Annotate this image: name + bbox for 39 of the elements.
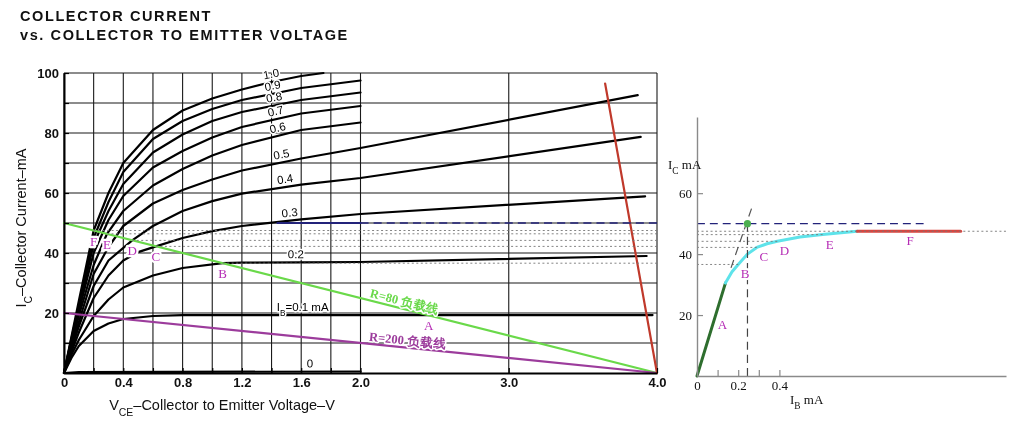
x-tick-label: 0.4 — [114, 375, 134, 391]
x-tick-label: 1.2 — [233, 375, 252, 391]
text: R=80 负载线 — [368, 286, 441, 318]
chart-title: COLLECTOR CURRENT — [20, 8, 213, 24]
annotation: E — [825, 236, 834, 252]
text: 0.6 — [268, 119, 287, 136]
x-axis-title: I$_{B}$ mA — [790, 392, 824, 411]
y-tick-label: 40 — [679, 246, 692, 262]
x-tick-label: 3.0 — [500, 375, 519, 391]
y-tick-label: 60 — [679, 185, 692, 201]
x-tick-label: 0.2 — [730, 378, 747, 394]
text: 0.3 — [281, 205, 299, 220]
y-tick-label: 100 — [37, 65, 59, 81]
annotation: B — [218, 266, 228, 282]
annotation: D — [127, 243, 137, 259]
annotation: B — [740, 266, 750, 282]
text: 0.4 — [276, 171, 295, 187]
text: 0.7 — [266, 103, 285, 119]
x-axis-title: V$_{CE}$–Collector to Emitter Voltage–V — [109, 397, 336, 418]
x-tick-label: 0.4 — [771, 378, 789, 394]
y-tick-label: 40 — [44, 245, 59, 261]
annotation: C — [759, 249, 769, 265]
annotation: D — [779, 243, 790, 259]
x-tick-label: 0 — [60, 375, 69, 391]
x-tick-label: 1.6 — [292, 375, 311, 391]
annotation: F — [906, 233, 914, 249]
x-tick-label: 0.8 — [174, 375, 193, 391]
y-axis-title: I$_{C}$ mA — [668, 157, 702, 176]
y-tick-label: 60 — [44, 185, 59, 201]
legend-label: 0 — [306, 357, 314, 370]
y-tick-label: 20 — [679, 307, 692, 323]
chart-subtitle: vs. COLLECTOR TO EMITTER VOLTAGE — [20, 27, 349, 43]
x-tick-label: 4.0 — [648, 375, 667, 391]
x-tick-label: 0 — [694, 378, 701, 394]
x-tick-label: 2.0 — [351, 375, 371, 391]
annotation: A — [717, 317, 728, 333]
y-tick-label: 20 — [44, 305, 59, 321]
text: 0.5 — [272, 146, 291, 162]
y-tick-label: 80 — [44, 125, 59, 141]
